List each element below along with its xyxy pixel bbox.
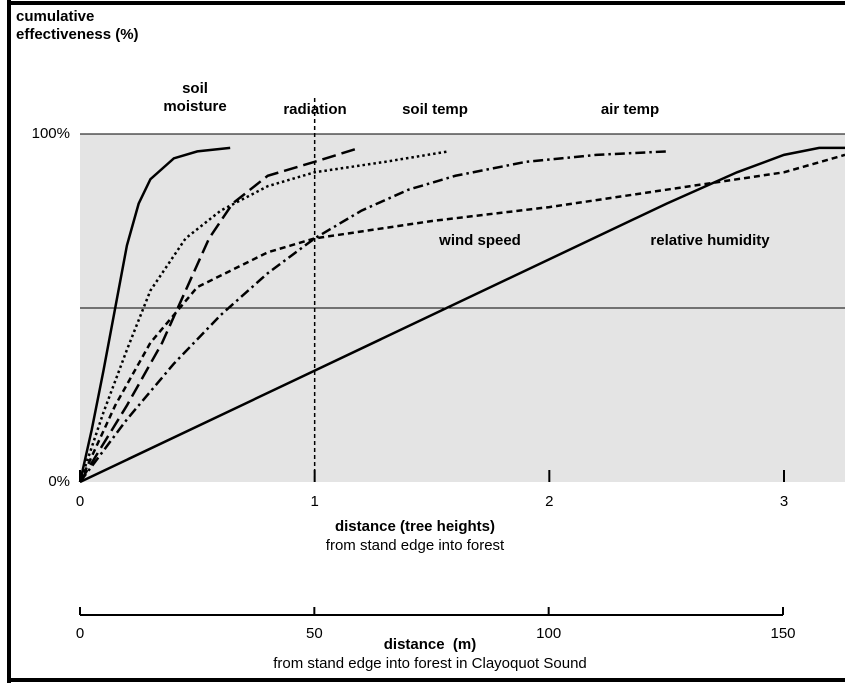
x-tick-label: 1 bbox=[310, 493, 318, 510]
data-line bbox=[78, 146, 231, 483]
series-label: soil moisture bbox=[163, 80, 227, 115]
x2-axis-title: distance (m) bbox=[383, 636, 477, 653]
x-tick-label: 0 bbox=[76, 493, 84, 510]
y-tick-label: 100% bbox=[32, 125, 70, 142]
series-label: soil temp bbox=[402, 101, 468, 118]
data-line bbox=[79, 146, 845, 484]
series-label: air temp bbox=[600, 101, 660, 118]
data-line bbox=[78, 150, 449, 483]
x2-tick-label: 100 bbox=[536, 625, 561, 642]
series-label: wind speed bbox=[439, 232, 521, 249]
x2-tick-label: 150 bbox=[770, 625, 795, 642]
x2-tick-label: 50 bbox=[306, 625, 323, 642]
x-tick-label: 2 bbox=[545, 493, 553, 510]
x-tick-label: 3 bbox=[780, 493, 788, 510]
x2-tick-label: 0 bbox=[76, 625, 84, 642]
data-line bbox=[78, 153, 845, 483]
y-tick-label: 0% bbox=[48, 473, 70, 490]
x-axis-title: distance (tree heights) bbox=[334, 518, 496, 535]
series-label: radiation bbox=[283, 101, 347, 118]
data-line bbox=[78, 146, 360, 483]
series-label: relative humidity bbox=[650, 232, 770, 249]
x-axis-subtitle: from stand edge into forest bbox=[325, 537, 505, 554]
x2-axis-subtitle: from stand edge into forest in Clayoquot… bbox=[273, 655, 587, 672]
data-line bbox=[78, 150, 667, 483]
y-axis-title: cumulative effectiveness (%) bbox=[16, 8, 139, 43]
